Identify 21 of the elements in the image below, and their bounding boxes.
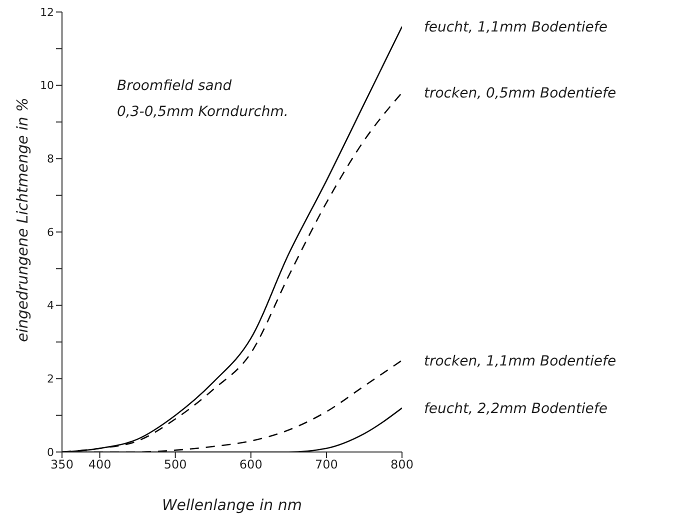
x-tick-label: 500 [164, 458, 187, 472]
x-tick-label: 600 [239, 458, 262, 472]
series-label: trocken, 1,1mm Bodentiefe [424, 353, 616, 370]
y-tick-label: 0 [47, 446, 54, 459]
y-axis-title: eingedrungene Lichtmenge in % [13, 98, 32, 342]
annotation: 0,3-0,5mm Korndurchm. [117, 104, 288, 120]
y-tick-label: 6 [47, 226, 54, 239]
y-tick-label: 4 [47, 299, 54, 312]
y-tick-label: 2 [47, 372, 54, 386]
y-tick-label: 10 [40, 79, 54, 92]
x-tick-label: 350 [50, 458, 74, 472]
x-tick-label: 400 [88, 458, 112, 472]
annotation: Broomfield sand [117, 78, 232, 94]
y-tick-label: 12 [40, 6, 54, 19]
x-tick-label: 800 [390, 458, 414, 472]
y-tick-label: 8 [47, 152, 54, 166]
series-label: trocken, 0,5mm Bodentiefe [424, 86, 616, 102]
x-tick-label: 700 [314, 458, 338, 472]
series-label: feucht, 1,1mm Bodentiefe [424, 20, 608, 36]
series-label: feucht, 2,2mm Bodentiefe [424, 401, 608, 417]
x-axis-title: Wellenlange in nm [162, 496, 302, 514]
